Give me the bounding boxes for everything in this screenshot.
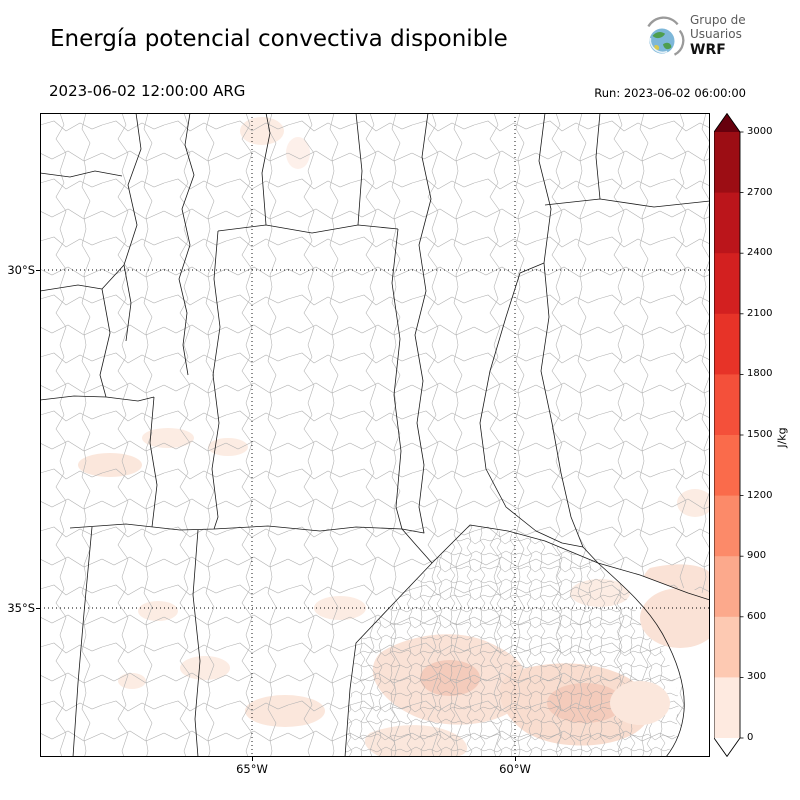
logo-text-usuarios: Usuarios bbox=[690, 26, 742, 41]
colorbar-tick-label: 1800 bbox=[747, 368, 773, 379]
colorbar-tickmarks bbox=[740, 131, 744, 739]
colorbar-segments bbox=[714, 132, 740, 739]
colorbar-tick-label: 2700 bbox=[747, 187, 773, 198]
colorbar-tick-label: 900 bbox=[747, 550, 767, 561]
x-tickmark-65w bbox=[252, 757, 253, 761]
colorbar-unit-label: J/kg bbox=[775, 427, 789, 448]
y-tickmark-35s bbox=[36, 608, 40, 609]
buenos-aires-partidos-mesh bbox=[345, 525, 679, 757]
colorbar-over-arrow bbox=[714, 113, 740, 132]
colorbar-tick-label: 600 bbox=[747, 611, 767, 622]
valid-time-label: 2023-06-02 12:00:00 ARG bbox=[49, 82, 246, 100]
run-time-label: Run: 2023-06-02 06:00:00 bbox=[594, 86, 746, 100]
x-tick-65w: 65°W bbox=[236, 762, 268, 776]
colorbar: 3000 2700 2400 2100 1800 1500 1200 900 6… bbox=[713, 112, 800, 758]
map-area bbox=[39, 112, 720, 758]
gridlines bbox=[40, 113, 710, 757]
y-tick-30s: 30°S bbox=[7, 263, 35, 277]
logo-text-wrf: WRF bbox=[690, 41, 726, 58]
province-boundaries bbox=[39, 112, 711, 758]
colorbar-under-arrow bbox=[714, 738, 740, 757]
colorbar-tick-label: 1200 bbox=[747, 490, 773, 501]
y-tickmark-30s bbox=[36, 270, 40, 271]
map-canvas bbox=[39, 112, 720, 758]
wrf-logo: Grupo de Usuarios WRF bbox=[640, 13, 796, 66]
colorbar-tick-label: 3000 bbox=[747, 126, 773, 137]
colorbar-scale bbox=[713, 112, 744, 758]
colorbar-tick-label: 0 bbox=[747, 732, 754, 743]
colorbar-tick-label: 1500 bbox=[747, 429, 773, 440]
logo-text-grupo: Grupo de bbox=[690, 13, 746, 27]
x-tickmark-60w bbox=[515, 757, 516, 761]
colorbar-tick-label: 300 bbox=[747, 671, 767, 682]
colorbar-tick-label: 2400 bbox=[747, 247, 773, 258]
map-border bbox=[40, 113, 710, 757]
colorbar-tick-label: 2100 bbox=[747, 308, 773, 319]
page-title: Energía potencial convectiva disponible bbox=[50, 26, 508, 52]
x-tick-60w: 60°W bbox=[499, 762, 531, 776]
globe-icon bbox=[647, 16, 685, 56]
y-tick-35s: 35°S bbox=[7, 601, 35, 615]
